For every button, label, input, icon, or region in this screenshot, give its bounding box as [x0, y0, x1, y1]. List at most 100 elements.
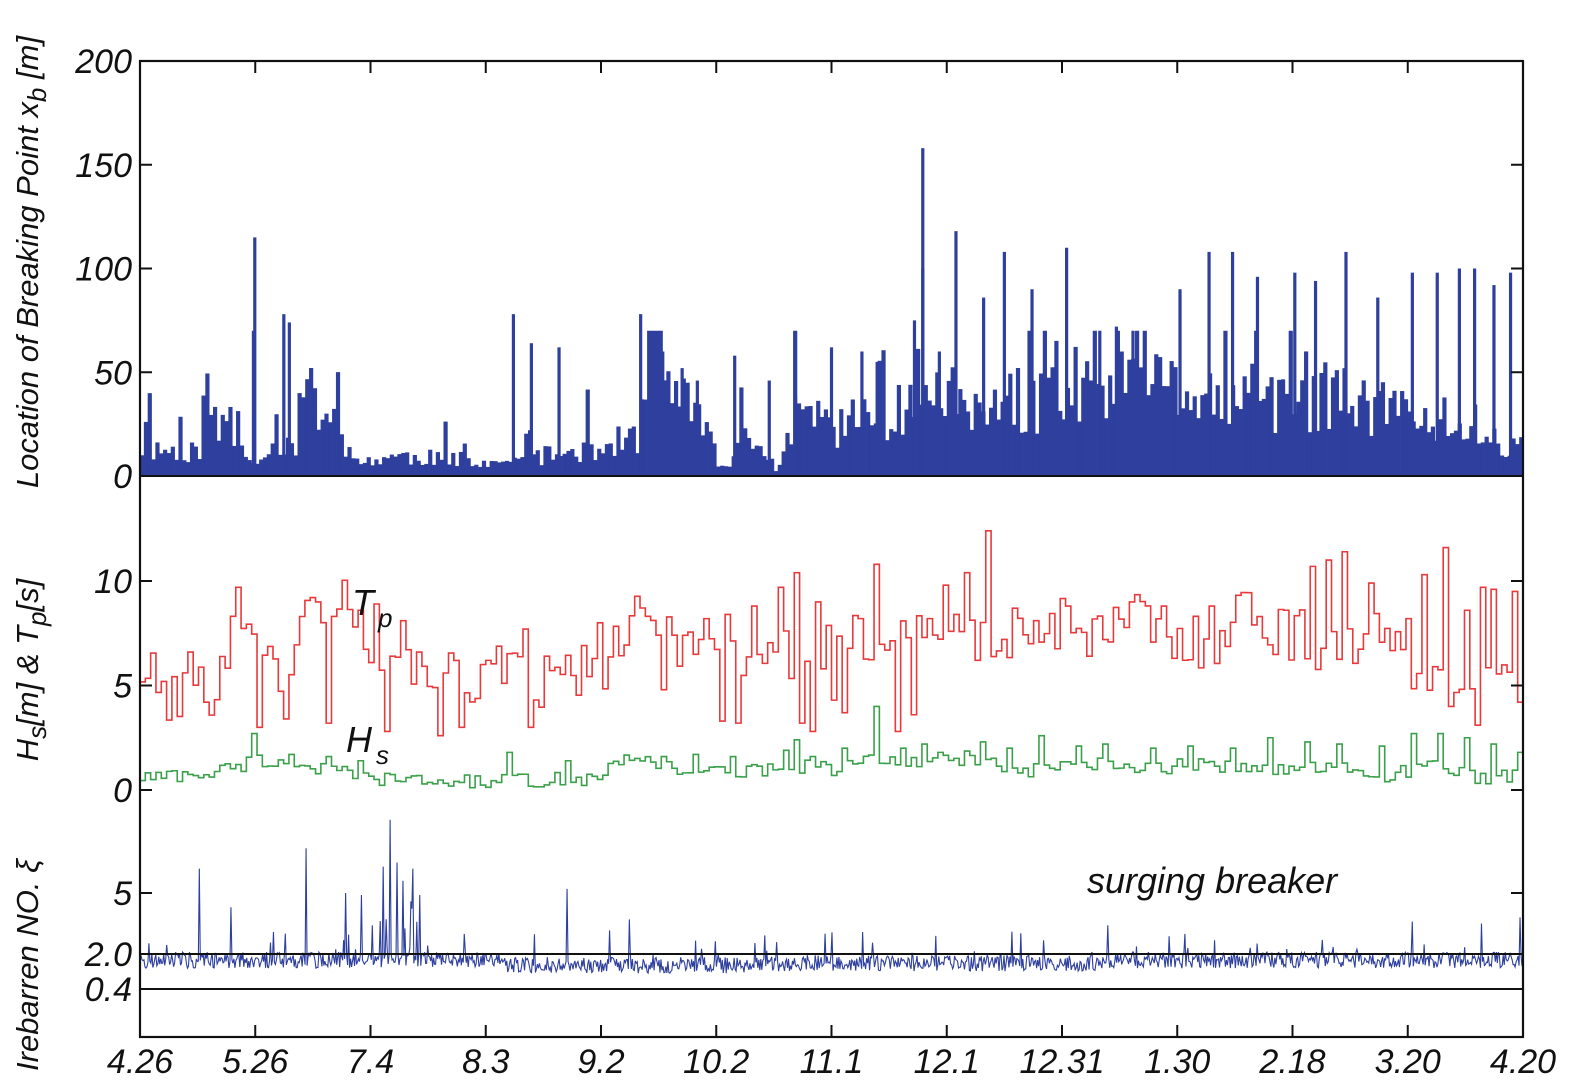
bar [624, 437, 629, 476]
bar [908, 384, 913, 476]
bar [1184, 391, 1190, 476]
bar [1069, 405, 1074, 476]
bar [723, 466, 729, 476]
bar [616, 426, 621, 476]
bar-peak [1492, 285, 1496, 476]
bar [1484, 436, 1489, 476]
bar [1138, 367, 1144, 476]
bar [489, 461, 494, 476]
bar [551, 459, 556, 476]
bar [866, 412, 871, 476]
bar [839, 409, 844, 476]
bar [935, 372, 940, 476]
bar [577, 462, 583, 476]
x-tick-label: 11.1 [800, 1043, 864, 1081]
axes-frame [138, 59, 1525, 1039]
bar [743, 428, 748, 476]
bar [1104, 418, 1109, 476]
x-tick-label: 1.30 [1144, 1043, 1210, 1081]
bar [712, 443, 717, 476]
bar-peak [1293, 272, 1297, 476]
bar [1304, 351, 1309, 476]
bar-peak [767, 380, 771, 476]
bar [347, 447, 352, 476]
top-y-tick-label: 200 [74, 43, 132, 81]
bar [212, 406, 218, 476]
bar [973, 393, 978, 476]
bar [746, 437, 752, 476]
bar-peak [921, 148, 925, 476]
bar [777, 464, 782, 476]
bar-peak [1230, 251, 1235, 476]
bar [385, 458, 391, 476]
bar [293, 455, 298, 476]
top-y-tick-label: 0 [113, 458, 132, 496]
bar [785, 432, 790, 476]
bar [650, 330, 656, 476]
bar [562, 453, 567, 476]
bar-peak [1313, 280, 1318, 476]
bar [159, 453, 164, 476]
bar [305, 379, 310, 476]
bar [689, 421, 694, 476]
bar [1503, 456, 1508, 476]
bar [877, 360, 882, 476]
bar [1038, 373, 1044, 476]
bar [958, 389, 963, 476]
bar [796, 403, 802, 476]
bar [1403, 399, 1409, 476]
bar [977, 402, 982, 476]
bar-peak [511, 314, 516, 476]
top-y-axis-label: Location of Breaking Point xb [m] [10, 35, 52, 489]
bar [1499, 455, 1505, 476]
bar-peak [287, 322, 291, 476]
bar [232, 445, 237, 476]
bar [969, 429, 974, 476]
bar [543, 446, 548, 476]
x-tick-label: 2.18 [1258, 1043, 1325, 1081]
bar [1142, 330, 1147, 476]
bar [151, 459, 156, 476]
bar [885, 440, 890, 476]
bar-peak [282, 314, 286, 476]
bar [931, 405, 936, 476]
bar [220, 414, 225, 476]
mid-y-axis-label: Hs[m] & Tp[s] [10, 577, 52, 761]
bar [166, 453, 172, 476]
bar [662, 380, 667, 476]
bar [186, 462, 191, 476]
x-tick-label: 4.26 [107, 1043, 173, 1081]
bar [239, 445, 245, 476]
bar-peak [937, 351, 941, 476]
bar [1265, 386, 1270, 476]
bar-peak [1344, 251, 1348, 476]
bar [773, 471, 779, 476]
bar [1277, 379, 1282, 476]
bar-peak [1457, 268, 1461, 476]
bar [716, 466, 721, 476]
bar [989, 407, 994, 476]
bar [378, 464, 383, 476]
bar-peak [1207, 251, 1211, 476]
bar [823, 409, 829, 476]
bar [443, 421, 448, 476]
bar [1334, 370, 1339, 476]
bar [735, 442, 740, 476]
bar [1519, 437, 1524, 476]
bar [554, 454, 560, 476]
bar [1288, 330, 1293, 476]
bar-peak [860, 351, 864, 476]
bar [1058, 410, 1063, 476]
bar [1380, 382, 1386, 476]
bar [470, 466, 475, 476]
bar [243, 456, 248, 476]
bar [804, 406, 809, 476]
bar [1100, 385, 1105, 476]
bar [1085, 361, 1090, 476]
bar [524, 433, 529, 476]
bar [1134, 330, 1140, 476]
bar [612, 455, 617, 476]
bar [312, 388, 318, 476]
bar [904, 409, 909, 476]
